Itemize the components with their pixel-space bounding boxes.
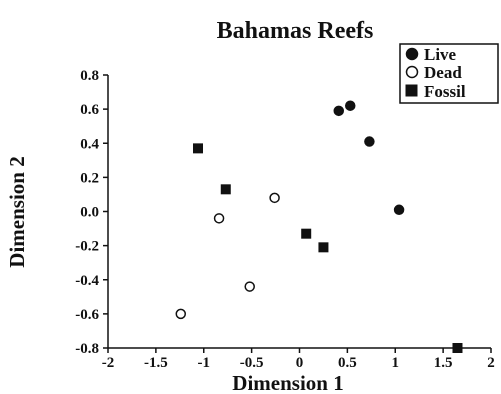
x-axis-title: Dimension 1 — [232, 371, 343, 394]
x-tick-label: -1 — [198, 355, 211, 371]
legend-marker-live — [405, 47, 419, 61]
plot-area — [107, 75, 491, 349]
data-point-fossil — [193, 143, 204, 154]
data-point-dead — [269, 192, 280, 204]
data-point-live — [333, 105, 345, 117]
data-point-fossil — [452, 343, 463, 353]
legend-label-fossil: Fossil — [424, 82, 466, 101]
y-tick-label: 0.0 — [80, 205, 99, 221]
data-point-fossil — [220, 184, 231, 195]
legend-label-live: Live — [424, 45, 457, 64]
x-tick-label: -1.5 — [144, 355, 168, 371]
y-tick-label: 0.4 — [80, 136, 99, 152]
y-tick-label: -0.4 — [75, 273, 99, 289]
y-tick-label: 0.8 — [80, 68, 99, 84]
data-point-dead — [213, 213, 225, 224]
data-point-live — [393, 204, 405, 216]
x-tick-label: 1 — [392, 355, 400, 371]
y-axis-title: Dimension 2 — [5, 156, 29, 267]
x-tick-label: 1.5 — [434, 355, 453, 371]
y-tick-label: -0.6 — [75, 307, 99, 323]
data-point-live — [364, 136, 375, 147]
x-tick-label: 2 — [487, 355, 495, 371]
chart-title: Bahamas Reefs — [217, 18, 374, 44]
data-point-fossil — [318, 242, 329, 253]
y-tick-label: -0.2 — [75, 239, 99, 255]
y-axis-ticks: 0.8 0.6 0.4 0.2 0.0 -0.2 -0.4 -0.6 -0.8 — [75, 68, 108, 357]
legend-marker-dead — [405, 65, 419, 79]
data-points — [175, 100, 463, 353]
x-axis-ticks: -2 -1.5 -1 -0.5 0 0.5 1 1.5 2 — [102, 348, 495, 371]
y-tick-label: -0.8 — [75, 341, 99, 357]
legend-label-dead: Dead — [424, 63, 462, 82]
data-point-dead — [175, 308, 187, 320]
x-tick-label: 0.5 — [338, 355, 357, 371]
y-tick-label: 0.6 — [80, 102, 99, 118]
legend-marker-fossil — [405, 84, 418, 97]
y-tick-label: 0.2 — [80, 170, 99, 186]
data-point-dead — [244, 281, 255, 292]
x-tick-label: 0 — [296, 355, 304, 371]
data-point-fossil — [301, 228, 312, 239]
legend: Live Dead Fossil — [399, 43, 499, 104]
x-tick-label: -2 — [102, 355, 115, 371]
data-point-live — [344, 100, 356, 111]
x-tick-label: -0.5 — [240, 355, 264, 371]
